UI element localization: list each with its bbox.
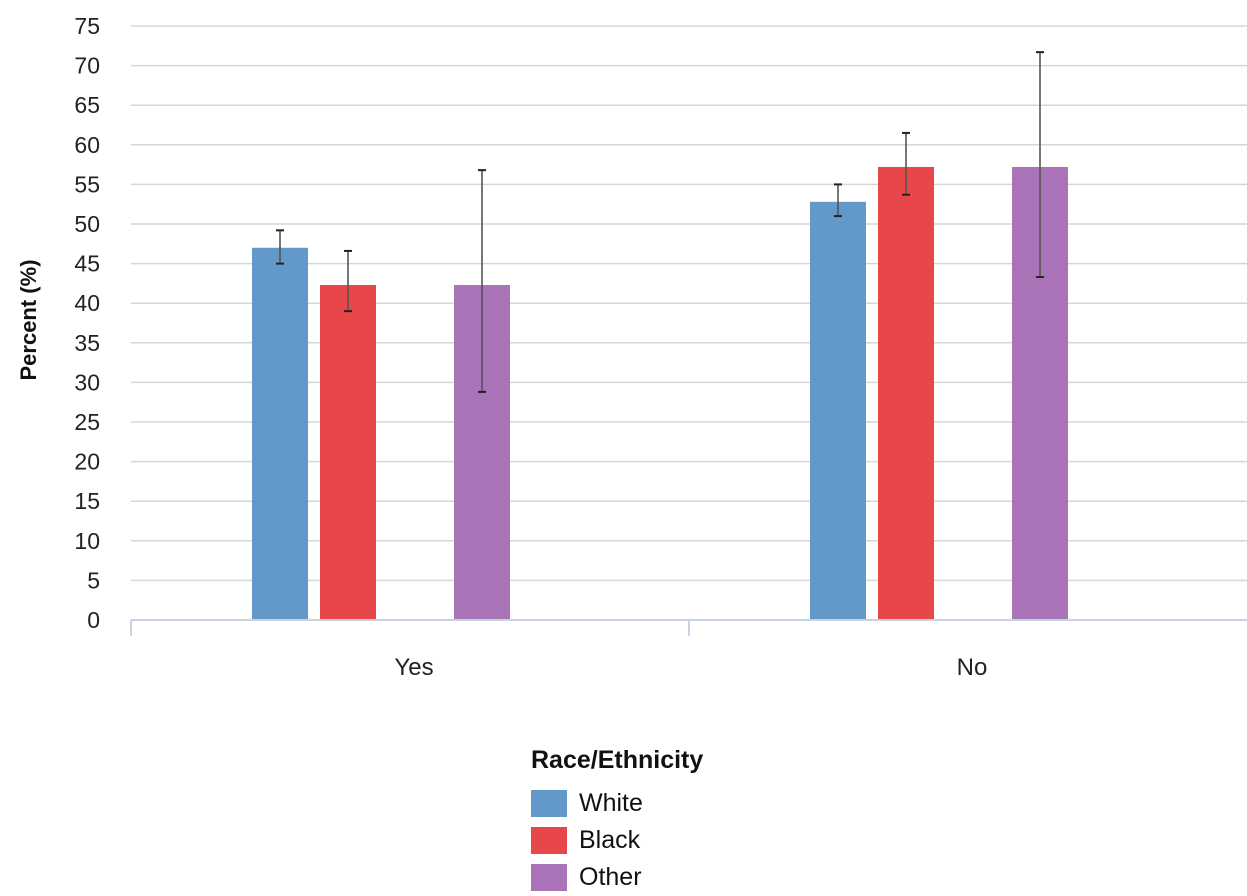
bars [252, 166, 1068, 620]
legend-item-black: Black [531, 822, 703, 859]
y-tick-label: 5 [87, 567, 100, 593]
y-tick-label: 0 [87, 607, 100, 633]
category-labels: Yes No [394, 654, 987, 681]
legend-item-other: Other [531, 859, 703, 896]
y-tick-label: 60 [74, 132, 100, 158]
legend-swatch [531, 827, 567, 854]
bar-chart: 0 5 10 15 20 25 30 35 40 45 50 55 60 65 70 75 Yes No Per… [16, 13, 1247, 681]
legend-label: White [579, 789, 643, 817]
y-tick-label: 30 [74, 369, 100, 395]
legend-title: Race/Ethnicity [531, 746, 704, 774]
legend-label: Other [579, 863, 642, 891]
y-tick-label: 70 [74, 53, 100, 79]
legend-swatch [531, 790, 567, 817]
y-tick-label: 75 [74, 13, 100, 39]
legend-items: White Black Other [531, 785, 703, 896]
y-tick-label: 40 [74, 290, 100, 316]
error-bars [276, 51, 1044, 393]
legend: Race/Ethnicity White Black Other [531, 745, 703, 896]
bar-black-no [878, 166, 934, 620]
y-tick-label: 25 [74, 409, 100, 435]
y-tick-label: 45 [74, 251, 100, 277]
y-tick-label: 35 [74, 330, 100, 356]
legend-item-white: White [531, 785, 703, 822]
gridlines [131, 25, 1247, 582]
category-label-no: No [957, 654, 988, 681]
y-tick-label: 50 [74, 211, 100, 237]
y-tick-label: 10 [74, 528, 100, 554]
y-tick-label: 65 [74, 92, 100, 118]
y-tick-label: 20 [74, 449, 100, 475]
legend-swatch [531, 864, 567, 891]
legend-label: Black [579, 826, 641, 854]
bar-white-yes [252, 247, 308, 620]
category-label-yes: Yes [394, 654, 433, 681]
y-tick-label: 55 [74, 171, 100, 197]
y-axis-label: Percent (%) [16, 259, 41, 380]
bar-black-yes [320, 284, 376, 620]
y-tick-label: 15 [74, 488, 100, 514]
y-tick-labels: 0 5 10 15 20 25 30 35 40 45 50 55 60 65 70 75 [74, 13, 100, 633]
x-axis [130, 619, 1247, 636]
bar-white-no [810, 201, 866, 620]
